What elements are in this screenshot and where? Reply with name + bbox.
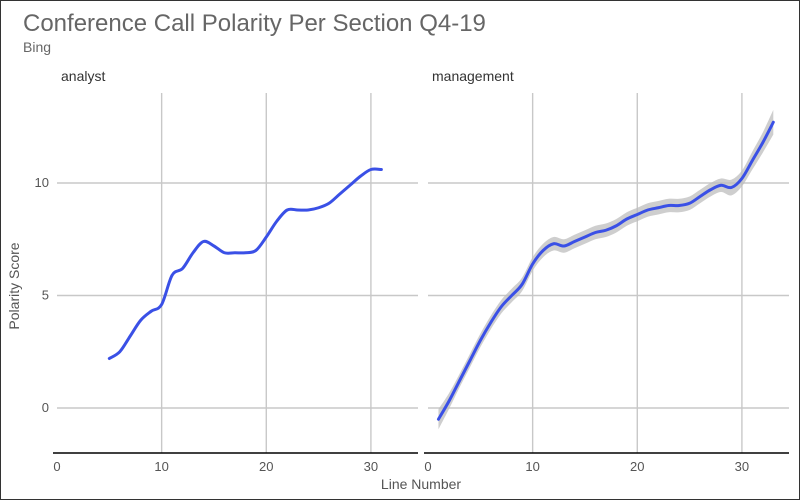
x-tick-label: 10 — [525, 459, 539, 474]
series-line-analyst — [107, 167, 383, 360]
chart-title: Conference Call Polarity Per Section Q4-… — [23, 10, 486, 37]
confidence-band — [438, 109, 774, 430]
plot-layer: 0 5 10 analyst 0 10 20 30 management 0 10 20 30 — [35, 68, 789, 474]
x-tick-label: 30 — [364, 459, 378, 474]
x-tick-label: 20 — [259, 459, 273, 474]
x-tick-label: 30 — [735, 459, 749, 474]
panel-strip-label: analyst — [61, 68, 105, 84]
x-tick-label: 20 — [630, 459, 644, 474]
x-axis-title: Line Number — [381, 476, 461, 492]
x-tick-label: 0 — [53, 459, 60, 474]
series-line-management — [436, 120, 775, 421]
x-tick-label: 10 — [154, 459, 168, 474]
panel-analyst: analyst 0 10 20 30 — [53, 68, 418, 474]
x-tick-label: 0 — [424, 459, 431, 474]
panel-strip-label: management — [432, 68, 514, 84]
y-axis-title: Polarity Score — [6, 242, 22, 329]
y-tick-label: 0 — [42, 400, 49, 415]
y-tick-label: 5 — [42, 288, 49, 303]
y-tick-label: 10 — [35, 175, 49, 190]
panel-management: management 0 10 20 30 — [424, 68, 789, 474]
chart-subtitle: Bing — [23, 39, 51, 55]
